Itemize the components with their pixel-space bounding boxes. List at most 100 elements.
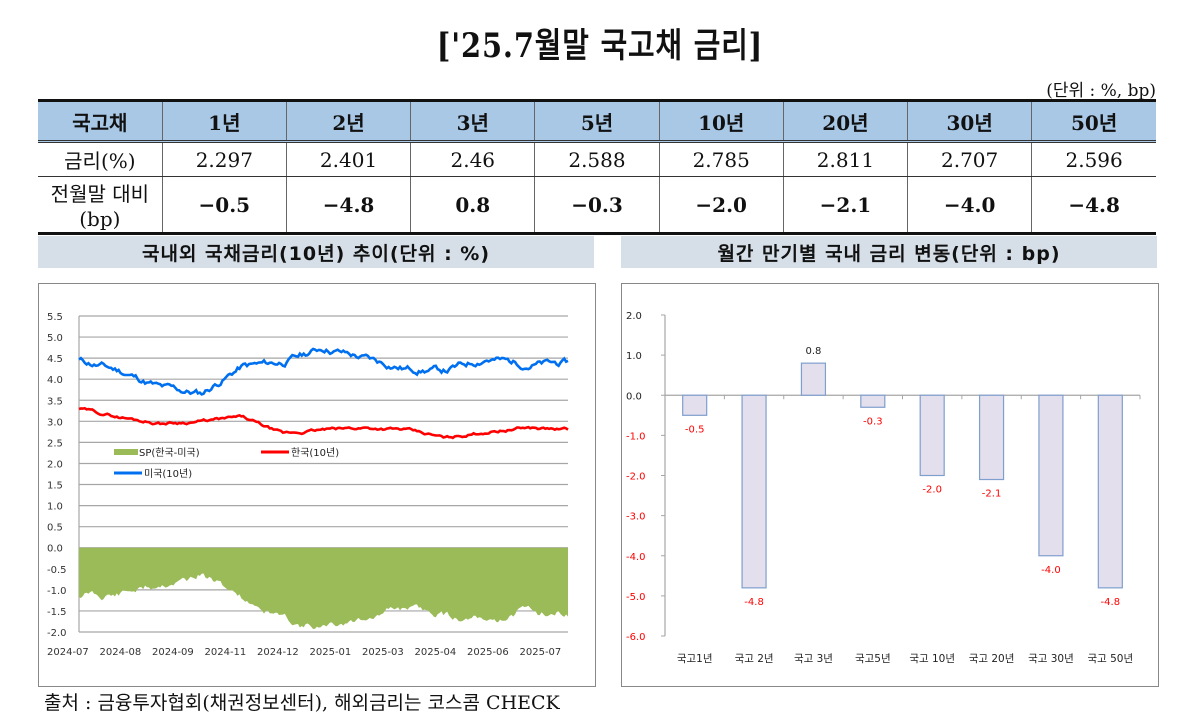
x-category-label: 국고 30년 — [1028, 653, 1074, 665]
x-category-label: 국고1년 — [677, 653, 713, 665]
korea-10y-line — [78, 406, 569, 440]
col-header: 3년 — [410, 100, 535, 143]
x-tick-label: 2025-04 — [415, 647, 457, 658]
table-cell: 2.588 — [534, 141, 660, 177]
col-header: 5년 — [534, 100, 660, 143]
spread-area — [79, 547, 568, 629]
x-tick-label: 2025-06 — [467, 647, 509, 658]
left-chart-title: 국내외 국채금리(10년) 추이(단위 : %) — [38, 236, 594, 268]
table-cell: −4.8 — [285, 176, 411, 234]
table-cell: −2.0 — [658, 176, 784, 234]
bar — [1097, 394, 1123, 589]
y-tick-label: 5.5 — [47, 312, 63, 323]
monthly-change-chart: 2.0 1.0 0.0 -1.0 -2.0 -3.0 -4.0 -5.0 -6.0 -0.5 국고1… — [621, 283, 1159, 687]
y-tick-label: 4.0 — [47, 375, 63, 386]
x-tick-label: 2025-07 — [520, 647, 562, 658]
y-tick-label: -5.0 — [626, 592, 646, 603]
col-header: 20년 — [782, 100, 908, 143]
rates-table: 국고채 1년 2년 3년 5년 10년 20년 30년 50년 금리(%) 2.… — [38, 99, 1156, 235]
y-tick-label: 5.0 — [47, 333, 63, 344]
y-tick-label: 1.0 — [626, 351, 642, 362]
y-tick-label: 4.5 — [47, 354, 63, 365]
table-cell: 2.811 — [782, 141, 908, 177]
x-category-label: 국고 10년 — [909, 653, 955, 665]
y-tick-label: 0.5 — [47, 523, 63, 534]
legend-label: SP(한국-미국) — [139, 447, 200, 459]
bar-value-label: -4.0 — [1041, 565, 1061, 576]
table-cell: −4.0 — [907, 176, 1032, 234]
col-header: 50년 — [1031, 100, 1156, 143]
table-cell: −4.8 — [1031, 176, 1156, 234]
table-cell: −0.5 — [161, 176, 287, 234]
table-cell: 2.297 — [161, 141, 287, 177]
table-row: 전월말 대비(bp) −0.5 −4.8 0.8 −0.3 −2.0 −2.1 … — [38, 176, 1156, 234]
x-tick-label: 2024-12 — [257, 647, 299, 658]
table-cell: 0.8 — [410, 176, 535, 234]
bar-value-label: 0.8 — [805, 346, 821, 357]
y-tick-label: -2.0 — [626, 472, 646, 483]
source-note: 출처 : 금융투자협회(채권정보센터), 해외금리는 코스콤 CHECK — [44, 692, 560, 714]
y-tick-label: 0.0 — [626, 391, 642, 402]
y-tick-label: 2.0 — [626, 311, 642, 322]
x-category-label: 국고 20년 — [969, 653, 1015, 665]
col-header: 1년 — [161, 100, 287, 143]
bar — [978, 394, 1005, 481]
y-tick-label: -3.0 — [626, 512, 646, 523]
col-header: 국고채 — [38, 100, 163, 143]
table-cell: 2.46 — [410, 141, 535, 177]
table-header-row: 국고채 1년 2년 3년 5년 10년 20년 30년 50년 — [38, 100, 1156, 143]
page-title: ['25.7월말 국고채 금리] — [436, 26, 764, 66]
legend-spread-swatch — [114, 449, 138, 455]
bar-value-label: -4.8 — [744, 597, 764, 608]
col-header: 30년 — [907, 100, 1032, 143]
y-tick-label: -0.5 — [47, 565, 67, 576]
row-label: 전월말 대비(bp) — [50, 182, 150, 231]
bar — [682, 394, 708, 416]
bar — [919, 394, 945, 477]
col-header: 10년 — [658, 100, 784, 143]
y-tick-label: -1.5 — [47, 607, 67, 618]
x-category-label: 국고 50년 — [1087, 653, 1133, 665]
y-tick-label: 2.5 — [47, 438, 63, 449]
unit-note: (단위 : %, bp) — [1046, 81, 1156, 101]
x-tick-label: 2024-11 — [205, 647, 247, 658]
bar-value-label: -0.5 — [685, 424, 705, 435]
bar — [741, 394, 767, 589]
y-tick-label: 1.5 — [47, 481, 63, 492]
table-cell: 2.401 — [285, 141, 411, 177]
table-row: 금리(%) 2.297 2.401 2.46 2.588 2.785 2.811… — [38, 141, 1156, 177]
bar — [860, 394, 886, 408]
bar-value-label: -4.8 — [1101, 597, 1121, 608]
line-chart-svg: 5.5 5.0 4.5 4.0 3.5 3.0 2.5 2.0 1.5 1.0 0.5 0.0 -0.5… — [47, 312, 569, 658]
x-tick-label: 2025-01 — [310, 647, 352, 658]
bar — [800, 362, 827, 396]
x-category-label: 국고5년 — [855, 653, 891, 665]
col-header: 2년 — [285, 100, 411, 143]
x-tick-label: 2025-03 — [362, 647, 404, 658]
row-label: 금리(%) — [38, 141, 163, 177]
y-tick-label: 1.0 — [47, 502, 63, 513]
us-10y-line — [78, 347, 569, 396]
table-cell: 2.785 — [658, 141, 784, 177]
bar-chart-svg: 2.0 1.0 0.0 -1.0 -2.0 -3.0 -4.0 -5.0 -6.0 -0.5 국고1… — [626, 311, 1141, 665]
y-tick-label: -1.0 — [47, 586, 67, 597]
y-tick-label: 3.5 — [47, 396, 63, 407]
y-tick-label: 2.0 — [47, 459, 63, 470]
x-category-label: 국고 2년 — [735, 653, 774, 665]
bar-value-label: -0.3 — [863, 416, 883, 427]
legend-label: 한국(10년) — [291, 447, 339, 459]
y-tick-label: -1.0 — [626, 431, 646, 442]
table-cell: 2.707 — [907, 141, 1032, 177]
x-category-label: 국고 3년 — [794, 653, 833, 665]
bar-value-label: -2.0 — [922, 485, 942, 496]
x-tick-label: 2024-08 — [100, 647, 142, 658]
bar — [1038, 394, 1064, 557]
rates-trend-chart: 5.5 5.0 4.5 4.0 3.5 3.0 2.5 2.0 1.5 1.0 0.5 0.0 -0.5… — [38, 283, 596, 687]
y-tick-label: -6.0 — [626, 632, 646, 643]
legend-label: 미국(10년) — [144, 468, 192, 480]
x-tick-label: 2024-09 — [152, 647, 194, 658]
right-chart-title: 월간 만기별 국내 금리 변동(단위 : bp) — [621, 236, 1157, 268]
table-cell: −0.3 — [534, 176, 660, 234]
y-tick-label: 3.0 — [47, 417, 63, 428]
x-tick-label: 2024-07 — [47, 647, 89, 658]
